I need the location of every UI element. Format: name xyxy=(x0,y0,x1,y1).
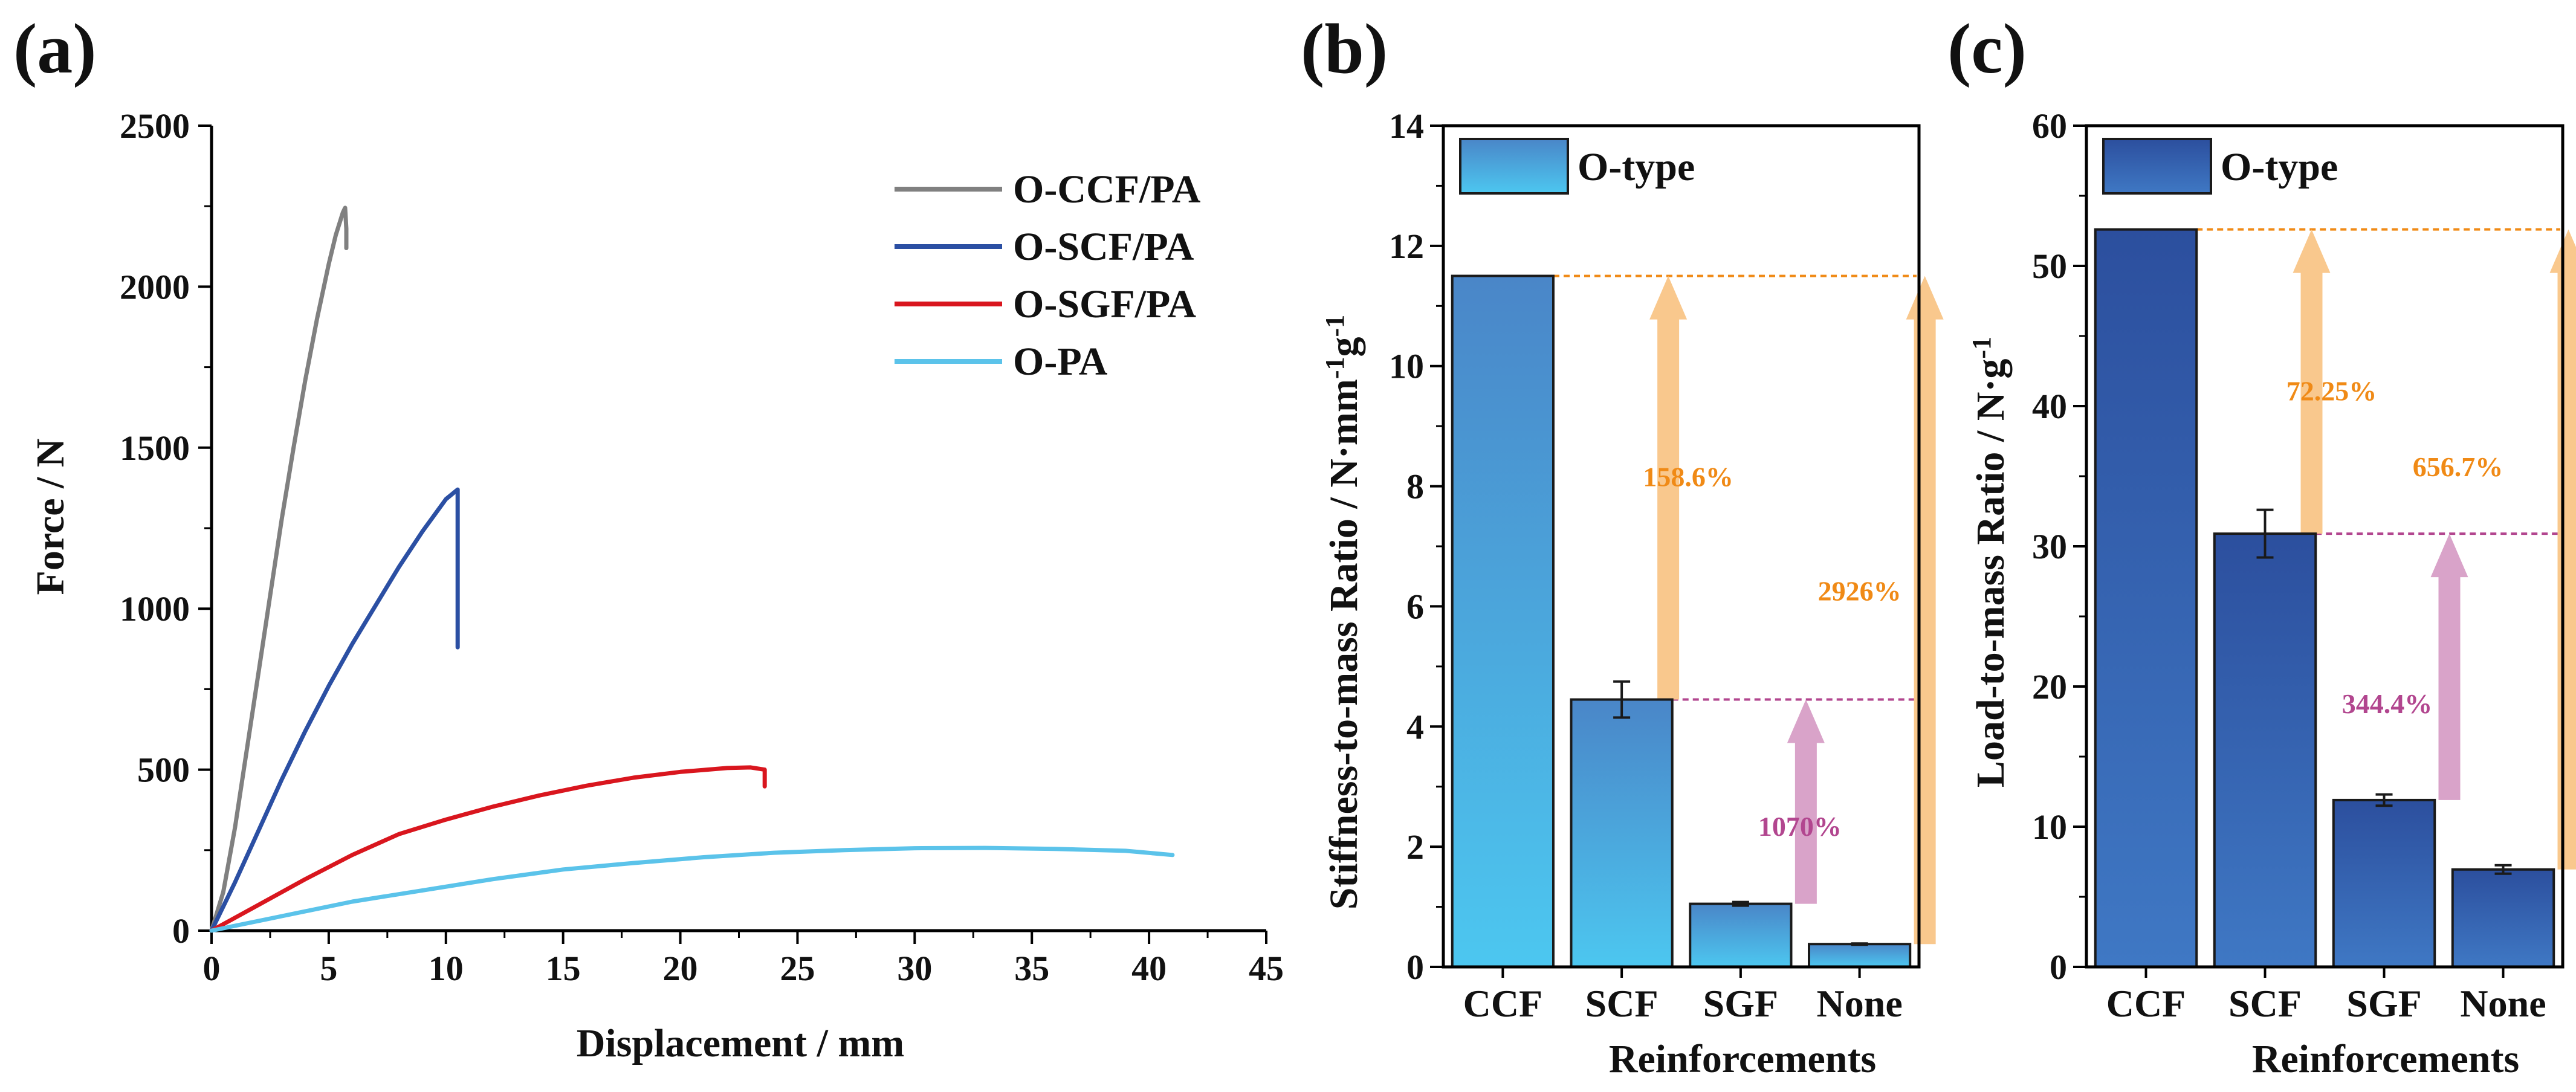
panel-c-bar-none xyxy=(2451,868,2555,969)
series-line-o-ccf-pa xyxy=(209,205,349,933)
panel-c-percent-label: 344.4% xyxy=(2342,688,2433,719)
panel-a-y-tick-label: 2500 xyxy=(120,106,190,146)
panel-b-y-tick-label: 10 xyxy=(1389,347,1424,386)
panel-b-percent-label: 1070% xyxy=(1758,811,1842,842)
panel-c-y-tick-label: 60 xyxy=(2032,106,2067,146)
panel-c-annotation-labels: 72.25% 656.7% 344.4% xyxy=(2286,376,2503,719)
panel-b-percent-label: 2926% xyxy=(1818,575,1901,606)
panel-b-legend-label: O-type xyxy=(1578,145,1695,189)
panel-b-y-tick-label: 14 xyxy=(1389,106,1424,146)
panel-a-legend-label: O-PA xyxy=(1013,340,1108,384)
panel-c-bar-sgf xyxy=(2332,798,2436,969)
panel-b-bar-none xyxy=(1808,943,1912,969)
panel-a-x-tick-label: 25 xyxy=(780,949,815,988)
panel-b-category-label: None xyxy=(1817,982,1903,1025)
panel-a-y-tick-label: 2000 xyxy=(120,267,190,306)
panel-a-x-axis-title: Displacement / mm xyxy=(577,1021,905,1065)
panel-a-line-chart: (a) 0 5 10 15 20 25 30 35 40 45 0 500 1000 1500 2000 25… xyxy=(13,9,1284,1065)
panel-b-bar-ccf xyxy=(1451,274,1555,969)
panel-b-bar-scf xyxy=(1570,698,1674,968)
panel-b-legend-swatch xyxy=(1459,138,1569,195)
panel-c-arrow xyxy=(2430,534,2468,800)
panel-b-category-label: SGF xyxy=(1703,982,1778,1025)
panel-c-bar-chart: (c) 72.25% 656.7% 344.4% 0 10 20 30 40 50 60 CCF S… xyxy=(1947,9,2576,1081)
series-line-o-sgf-pa xyxy=(209,765,767,933)
panel-c-legend: O-type xyxy=(2102,138,2338,195)
panel-c-arrow xyxy=(2293,229,2331,534)
panel-a-y-tick-label: 500 xyxy=(137,751,190,790)
panel-b-legend: O-type xyxy=(1459,138,1695,195)
panel-c-bar-scf xyxy=(2213,532,2317,968)
panel-a-legend-label: O-SCF/PA xyxy=(1013,225,1194,269)
panel-a-x-tick-label: 15 xyxy=(546,949,581,988)
panel-a-x-tick-label: 30 xyxy=(897,949,932,988)
panel-c-category-label: CCF xyxy=(2106,982,2186,1025)
panel-a-x-tick-label: 5 xyxy=(320,949,337,988)
series-line-o-scf-pa xyxy=(209,487,460,933)
panel-c-category-label: None xyxy=(2460,982,2546,1025)
panel-b-x-axis-title: Reinforcements xyxy=(1609,1037,1876,1081)
panel-a-x-tick-label: 20 xyxy=(663,949,698,988)
panel-b-bar-sgf xyxy=(1689,902,1793,968)
panel-b-percent-label: 158.6% xyxy=(1643,462,1733,493)
panel-c-bars xyxy=(2094,228,2555,969)
panel-a-x-tick-label: 45 xyxy=(1249,949,1284,988)
panel-a-label: (a) xyxy=(13,9,97,88)
panel-c-percent-label: 656.7% xyxy=(2413,451,2503,482)
panel-b-bars xyxy=(1451,274,1912,969)
panel-a-y-tick-label: 1000 xyxy=(120,589,190,628)
panel-b-axes: 0 2 4 6 8 10 12 14 CCF SCF SGF None xyxy=(1389,106,1921,1025)
panel-b-y-axis-title: Stiffness-to-mass Ratio / N·mm-1g-1 xyxy=(1320,315,1366,909)
panel-c-label: (c) xyxy=(1947,9,2027,88)
panel-a-x-tick-label: 10 xyxy=(429,949,464,988)
panel-c-axes: 0 10 20 30 40 50 60 CCF SCF SGF None xyxy=(2032,106,2565,1025)
panel-a-y-axis-title: Force / N xyxy=(28,438,73,595)
panel-a-x-tick-label: 0 xyxy=(203,949,221,988)
panel-c-y-tick-label: 20 xyxy=(2032,667,2067,706)
panel-a-y-tick-label: 1500 xyxy=(120,428,190,468)
series-line-o-pa xyxy=(209,845,1175,933)
panel-c-percent-label: 72.25% xyxy=(2286,376,2377,407)
panel-a-y-tick-label: 0 xyxy=(172,911,190,951)
panel-b-annotations xyxy=(1553,274,1944,945)
panel-a-legend: O-CCF/PA O-SCF/PA O-SGF/PA O-PA xyxy=(895,167,1201,384)
panel-b-y-tick-label: 12 xyxy=(1389,227,1424,266)
panel-c-legend-label: O-type xyxy=(2221,145,2338,189)
panel-b-bar-chart: (b) 158.6% 2926% 1070% 0 2 4 6 8 10 12 14 CCF SCF SG… xyxy=(1301,9,1944,1081)
panel-c-y-axis-title: Load-to-mass Ratio / N·g-1 xyxy=(1967,337,2013,787)
panel-b-y-tick-label: 2 xyxy=(1406,827,1424,867)
panel-c-category-label: SGF xyxy=(2346,982,2421,1025)
panel-a-x-tick-label: 35 xyxy=(1014,949,1049,988)
panel-a-legend-label: O-CCF/PA xyxy=(1013,167,1201,212)
panel-c-y-tick-label: 0 xyxy=(2050,948,2067,987)
panel-b-category-label: SCF xyxy=(1585,982,1659,1025)
panel-b-y-tick-label: 4 xyxy=(1406,707,1424,746)
panel-c-bar-ccf xyxy=(2094,228,2198,968)
panel-b-arrow xyxy=(1649,276,1688,700)
panel-c-category-label: SCF xyxy=(2228,982,2302,1025)
panel-a-axes: 0 5 10 15 20 25 30 35 40 45 0 500 1000 1500 2000 2500 xyxy=(120,106,1284,988)
panel-a-x-tick-label: 40 xyxy=(1131,949,1167,988)
panel-c-y-tick-label: 50 xyxy=(2032,247,2067,286)
panel-c-legend-swatch xyxy=(2102,138,2212,195)
panel-c-y-tick-label: 40 xyxy=(2032,387,2067,426)
panel-b-arrow xyxy=(1906,276,1944,945)
panel-b-y-tick-label: 6 xyxy=(1406,587,1424,626)
panel-a-series xyxy=(209,205,1175,933)
panel-b-y-tick-label: 8 xyxy=(1406,467,1424,506)
panel-c-y-tick-label: 10 xyxy=(2032,807,2067,847)
panel-b-category-label: CCF xyxy=(1463,982,1543,1025)
panel-c-x-axis-title: Reinforcements xyxy=(2252,1037,2519,1081)
panel-a-legend-label: O-SGF/PA xyxy=(1013,282,1196,326)
panel-b-y-tick-label: 0 xyxy=(1406,948,1424,987)
panel-c-y-tick-label: 30 xyxy=(2032,527,2067,566)
panel-b-arrow xyxy=(1787,699,1825,904)
panel-b-label: (b) xyxy=(1301,9,1388,88)
panel-b-annotation-labels: 158.6% 2926% 1070% xyxy=(1643,462,1901,842)
